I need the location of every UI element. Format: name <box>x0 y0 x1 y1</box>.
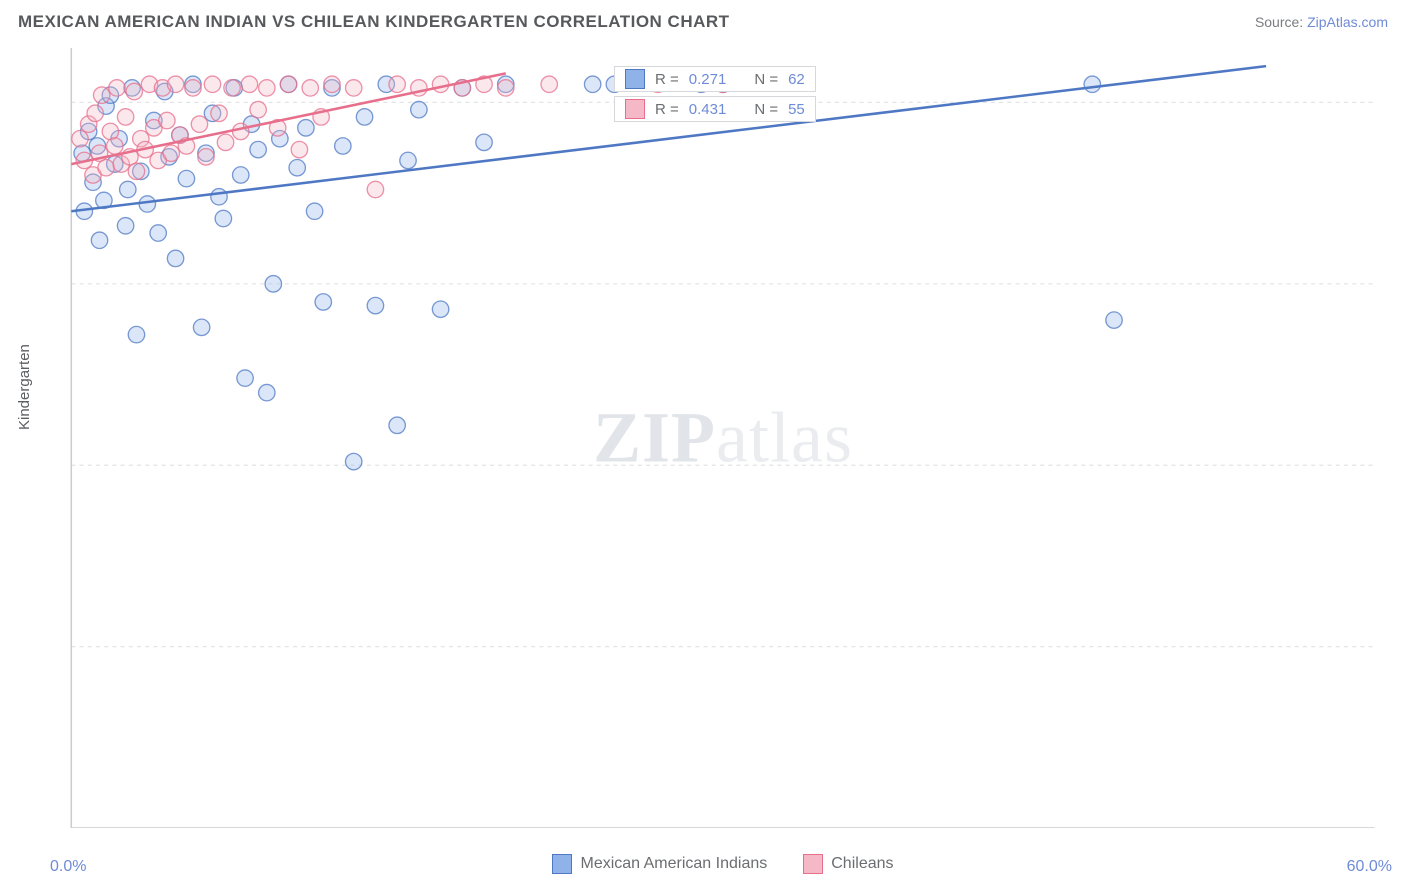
legend-stat-row: R = 0.431 N = 55 <box>614 96 816 122</box>
chart-area: ZIPatlas R =0.271N =62R =0.431N =55 0.0%… <box>54 48 1392 828</box>
r-label: R = <box>655 71 679 88</box>
source-link[interactable]: ZipAtlas.com <box>1307 14 1388 30</box>
source-prefix: Source: <box>1255 14 1307 30</box>
r-value: 0.431 <box>689 101 727 118</box>
legend-swatch <box>803 854 823 874</box>
legend-series: Mexican American Indians Chileans <box>54 854 1392 874</box>
n-label: N = <box>754 71 778 88</box>
y-axis-label: Kindergarten <box>16 344 33 430</box>
legend-stat-row: R = 0.271 N = 62 <box>614 66 816 92</box>
legend-item: Chileans <box>803 854 893 874</box>
chart-header: MEXICAN AMERICAN INDIAN VS CHILEAN KINDE… <box>0 0 1406 40</box>
n-value: 55 <box>788 101 805 118</box>
r-label: R = <box>655 101 679 118</box>
scatter-plot-svg <box>54 48 1392 828</box>
legend-label: Chileans <box>831 855 893 873</box>
n-value: 62 <box>788 71 805 88</box>
legend-swatch <box>625 99 645 119</box>
legend-swatch <box>625 69 645 89</box>
legend-label: Mexican American Indians <box>580 855 767 873</box>
legend-item: Mexican American Indians <box>552 854 767 874</box>
chart-title: MEXICAN AMERICAN INDIAN VS CHILEAN KINDE… <box>18 12 730 32</box>
chart-source: Source: ZipAtlas.com <box>1255 14 1388 30</box>
r-value: 0.271 <box>689 71 727 88</box>
legend-swatch <box>552 854 572 874</box>
n-label: N = <box>754 101 778 118</box>
